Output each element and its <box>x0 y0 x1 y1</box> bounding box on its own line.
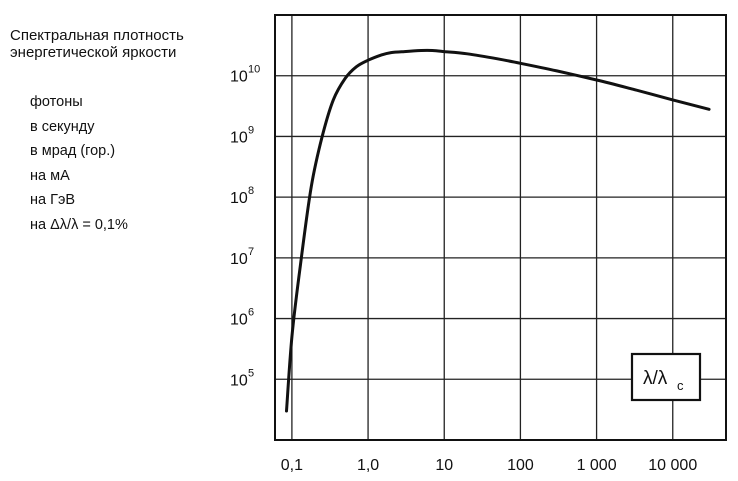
y-tick-base: 10 <box>230 251 248 268</box>
y-tick-label: 10 9 <box>230 124 254 146</box>
x-tick-labels: 0,1 1,0 10 100 1 000 10 000 <box>281 457 698 474</box>
units-block: фотоны в секунду в мрад (гор.) на мА на … <box>30 90 128 237</box>
x-tick-label: 10 <box>435 457 453 474</box>
plot-frame <box>274 14 727 441</box>
x-tick-label: 1,0 <box>357 457 379 474</box>
y-tick-exponent: 5 <box>248 367 254 379</box>
units-line-per-gev: на ГэВ <box>30 192 76 208</box>
y-tick-exponent: 10 <box>248 64 260 76</box>
y-tick-base: 10 <box>230 190 248 207</box>
y-tick-exponent: 9 <box>248 124 254 136</box>
y-tick-label: 10 5 <box>230 367 254 389</box>
y-tick-base: 10 <box>230 129 248 146</box>
y-tick-base: 10 <box>230 312 248 329</box>
units-line-per-ma: на мА <box>30 167 70 184</box>
y-tick-base: 10 <box>230 372 248 389</box>
legend-box-label: λ/λ <box>643 368 668 389</box>
y-tick-label: 10 8 <box>230 185 254 207</box>
units-line-bandwidth: на Δλ/λ = 0,1% <box>30 216 128 233</box>
units-line-photons: фотоны <box>30 94 83 110</box>
units-line-per-second: в секунду <box>30 118 95 135</box>
y-axis-title-line-2: энергетической яркости <box>10 44 177 61</box>
units-line-per-mrad: в мрад (гор.) <box>30 143 116 159</box>
x-tick-label: 1 000 <box>577 457 617 474</box>
legend-box <box>630 352 702 402</box>
curve-layer <box>285 48 711 413</box>
y-tick-exponent: 7 <box>248 246 254 258</box>
y-tick-label: 10 6 <box>230 307 254 329</box>
x-tick-label: 10 000 <box>648 457 697 474</box>
x-tick-label: 100 <box>507 457 534 474</box>
y-tick-base: 10 <box>230 69 248 86</box>
legend-box-group: λ/λ c <box>630 352 702 402</box>
y-tick-exponent: 8 <box>248 185 254 197</box>
y-tick-exponent: 6 <box>248 307 254 319</box>
legend-box-subscript: c <box>677 378 684 393</box>
y-axis-title-line-1: Спектральная плотность <box>10 27 184 44</box>
y-tick-label: 10 7 <box>230 246 254 268</box>
y-tick-label: 10 10 <box>230 64 260 86</box>
x-tick-label: 0,1 <box>281 457 303 474</box>
spectrum-curve <box>285 48 711 413</box>
